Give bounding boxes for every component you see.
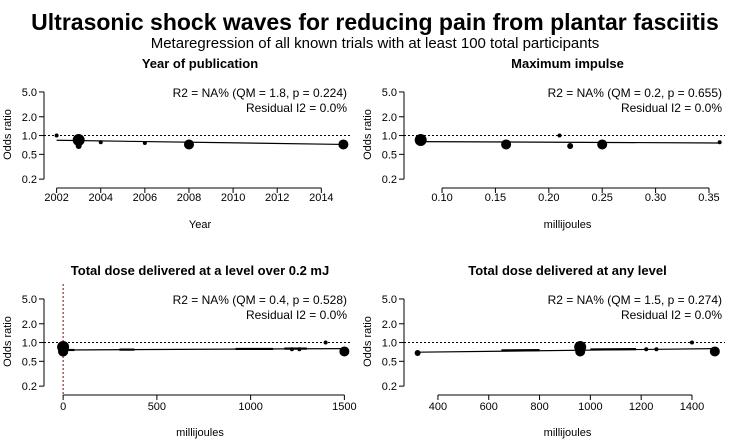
x-tick-label: 0.25 — [591, 192, 612, 204]
x-axis-label: millijoules — [544, 219, 592, 231]
regression-line — [417, 347, 715, 353]
y-tick-label: 1.0 — [22, 131, 37, 143]
y-tick-label: 5.0 — [22, 294, 37, 306]
x-tick-label: 0 — [60, 401, 66, 413]
annotation-stats: R2 = NA% (QM = 1.5, p = 0.274) — [548, 293, 722, 307]
x-tick-label: 2008 — [177, 192, 201, 204]
data-point — [654, 347, 659, 352]
y-axis-label: Odds ratio — [362, 109, 374, 160]
data-point — [60, 349, 67, 356]
x-axis-label: Year — [189, 219, 212, 231]
y-tick-label: 0.5 — [22, 356, 37, 368]
data-point — [339, 346, 350, 357]
x-tick-label: 600 — [480, 401, 498, 413]
x-tick-label: 1400 — [680, 401, 704, 413]
x-tick-label: 1000 — [578, 401, 602, 413]
annotation-residual: Residual I2 = 0.0% — [621, 101, 722, 115]
annotation-stats: R2 = NA% (QM = 0.2, p = 0.655) — [548, 86, 722, 100]
data-point — [289, 347, 294, 352]
x-tick-label: 0.35 — [698, 192, 719, 204]
x-tick-label: 2012 — [265, 192, 289, 204]
data-point — [501, 139, 512, 150]
figure-title: Ultrasonic shock waves for reducing pain… — [31, 9, 719, 35]
x-tick-label: 2010 — [221, 192, 245, 204]
annotation-stats: R2 = NA% (QM = 1.8, p = 0.224) — [173, 86, 347, 100]
chart-panel: Year of publication 2002 2004 2006 2008 2010 2… — [2, 56, 350, 231]
panel-title: Maximum impulse — [511, 56, 624, 71]
data-point — [597, 139, 608, 150]
y-tick-label: 0.5 — [22, 149, 37, 161]
chart-panel: Total dose delivered at any level 400 600 8… — [362, 263, 725, 439]
data-point — [557, 133, 562, 138]
data-point — [98, 140, 103, 145]
x-tick-label: 2006 — [133, 192, 157, 204]
data-point — [72, 133, 85, 146]
annotation-residual: Residual I2 = 0.0% — [246, 101, 347, 115]
x-tick-label: 500 — [148, 401, 166, 413]
data-point — [709, 346, 720, 357]
regression-line — [420, 140, 720, 144]
chart-panels: Year of publication 2002 2004 2006 2008 2010 2… — [2, 56, 725, 439]
x-tick-label: 1200 — [629, 401, 653, 413]
x-tick-label: 0.30 — [645, 192, 666, 204]
y-tick-label: 1.0 — [22, 338, 37, 350]
data-point — [183, 139, 194, 150]
data-point — [75, 142, 82, 149]
annotation-residual: Residual I2 = 0.0% — [246, 308, 347, 322]
panel-title: Year of publication — [142, 56, 258, 71]
y-tick-label: 2.0 — [382, 112, 397, 124]
y-tick-label: 0.2 — [382, 174, 397, 186]
annotation-residual: Residual I2 = 0.0% — [621, 308, 722, 322]
x-tick-label: 400 — [429, 401, 447, 413]
data-point — [414, 349, 421, 356]
y-tick-label: 0.2 — [382, 381, 397, 393]
x-tick-label: 1500 — [332, 401, 356, 413]
data-point — [717, 140, 722, 145]
y-tick-label: 2.0 — [22, 319, 37, 331]
regression-line — [56, 139, 344, 146]
y-tick-label: 1.0 — [382, 131, 397, 143]
panel-title: Total dose delivered at any level — [468, 263, 666, 278]
y-tick-label: 5.0 — [22, 87, 37, 99]
data-point — [338, 139, 349, 150]
x-tick-label: 2002 — [44, 192, 68, 204]
y-tick-label: 0.5 — [382, 149, 397, 161]
annotation-stats: R2 = NA% (QM = 0.4, p = 0.528) — [173, 293, 347, 307]
figure-subtitle: Metaregression of all known trials with … — [151, 35, 600, 52]
x-axis-label: millijoules — [544, 427, 592, 439]
chart-panel: Total dose delivered at a level over 0.2… — [2, 263, 357, 439]
data-point — [414, 133, 427, 146]
x-tick-label: 0.20 — [538, 192, 559, 204]
y-tick-label: 0.2 — [22, 381, 37, 393]
x-tick-label: 1000 — [238, 401, 262, 413]
y-tick-label: 5.0 — [382, 87, 397, 99]
y-tick-label: 0.2 — [22, 174, 37, 186]
panel-title: Total dose delivered at a level over 0.2… — [71, 263, 329, 278]
data-point — [567, 142, 574, 149]
x-tick-label: 0.15 — [485, 192, 506, 204]
y-tick-label: 1.0 — [382, 338, 397, 350]
data-point — [297, 347, 302, 352]
y-tick-label: 2.0 — [22, 112, 37, 124]
x-tick-label: 2014 — [309, 192, 333, 204]
x-tick-label: 0.10 — [431, 192, 452, 204]
data-point — [323, 340, 328, 345]
y-tick-label: 5.0 — [382, 294, 397, 306]
y-tick-label: 0.5 — [382, 356, 397, 368]
data-point — [54, 133, 59, 138]
data-point — [689, 340, 694, 345]
data-point — [575, 346, 586, 357]
data-point — [644, 347, 649, 352]
x-axis-label: millijoules — [176, 427, 224, 439]
x-tick-label: 800 — [530, 401, 548, 413]
y-tick-label: 2.0 — [382, 319, 397, 331]
y-axis-label: Odds ratio — [2, 109, 14, 160]
data-point — [142, 140, 147, 145]
chart-panel: Maximum impulse 0.10 0.15 0.20 0.25 0.30 0.35 0… — [362, 56, 725, 231]
y-axis-label: Odds ratio — [362, 316, 374, 367]
y-axis-label: Odds ratio — [2, 316, 14, 367]
x-tick-label: 2004 — [88, 192, 112, 204]
